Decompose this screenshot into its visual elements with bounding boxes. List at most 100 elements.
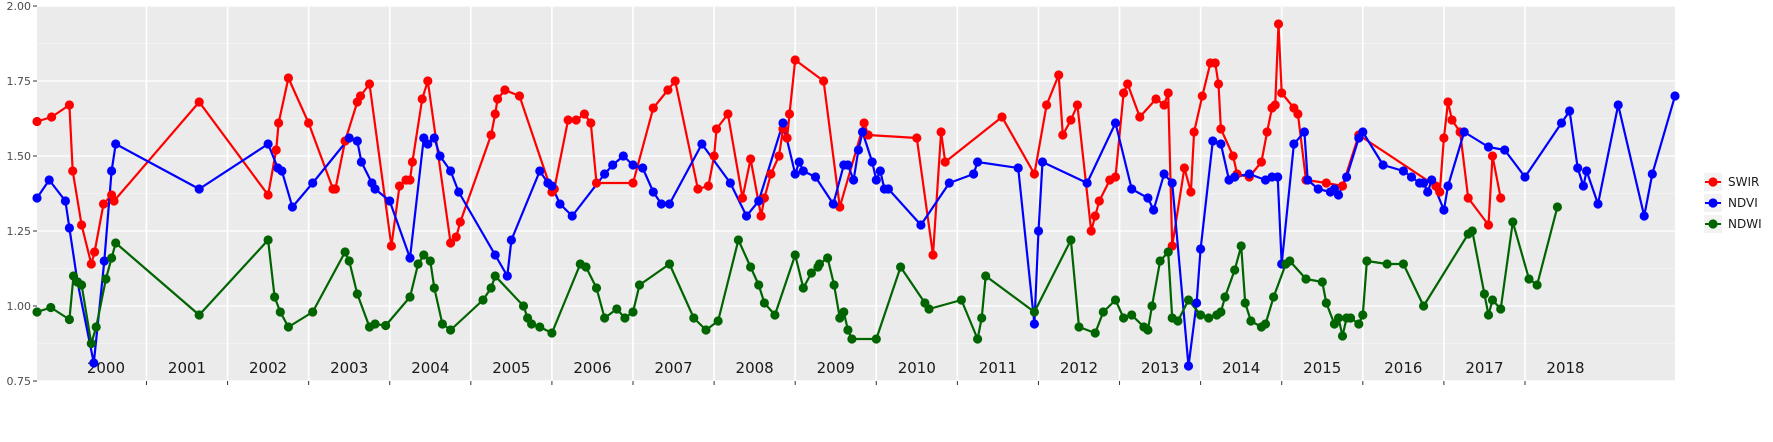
data-point-ndvi	[1459, 127, 1469, 137]
data-point-ndwi	[425, 256, 435, 266]
data-point-ndwi	[64, 314, 74, 325]
year-label: 2005	[492, 359, 530, 377]
data-point-ndvi	[194, 184, 204, 194]
data-point-ndwi	[634, 280, 645, 290]
year-label: 2006	[573, 359, 611, 377]
data-point-ndvi	[1520, 172, 1530, 182]
data-point-swir	[1496, 193, 1506, 203]
data-point-ndvi	[1483, 142, 1494, 152]
data-point-swir	[746, 154, 756, 164]
data-point-swir	[1435, 187, 1445, 197]
data-point-swir	[766, 169, 776, 179]
data-point-swir	[940, 157, 950, 167]
legend-label-ndwi: NDWI	[1728, 217, 1762, 231]
data-point-ndvi	[1143, 193, 1153, 203]
data-point-ndvi	[1230, 172, 1240, 182]
data-point-swir	[1189, 127, 1199, 137]
data-point-swir	[1463, 193, 1473, 203]
year-label: 2003	[330, 359, 368, 377]
data-point-ndvi	[506, 235, 516, 245]
data-point-ndvi	[344, 133, 354, 143]
data-point-ndvi	[1443, 181, 1453, 191]
data-point-ndwi	[486, 283, 496, 293]
data-point-ndvi	[1313, 184, 1323, 194]
data-point-ndvi	[1342, 172, 1352, 182]
data-point-swir	[648, 103, 658, 113]
data-point-ndwi	[600, 313, 610, 323]
data-point-ndwi	[1467, 226, 1477, 236]
data-point-ndvi	[567, 211, 577, 221]
data-point-ndwi	[352, 289, 362, 299]
data-point-ndwi	[1321, 298, 1331, 308]
data-point-ndwi	[1552, 202, 1562, 212]
data-point-swir	[394, 181, 405, 191]
y-tick-label: 1.50	[7, 150, 32, 163]
data-point-ndwi	[437, 319, 447, 329]
data-point-swir	[446, 238, 456, 248]
data-point-swir	[68, 166, 78, 176]
data-point-ndwi	[701, 325, 711, 335]
data-point-swir	[586, 118, 596, 128]
data-point-ndvi	[60, 196, 70, 206]
data-point-ndwi	[1090, 328, 1100, 338]
data-point-ndwi	[1524, 274, 1534, 284]
data-point-swir	[1262, 127, 1272, 137]
data-point-ndwi	[759, 298, 770, 308]
data-point-swir	[1277, 88, 1287, 98]
data-point-ndwi	[591, 283, 602, 293]
data-point-ndvi	[1244, 169, 1254, 179]
data-point-ndwi	[370, 319, 380, 329]
data-point-ndwi	[91, 322, 101, 332]
year-label: 2008	[736, 359, 774, 377]
legend-key-point	[1708, 177, 1718, 187]
data-point-swir	[997, 112, 1007, 122]
data-point-ndvi	[871, 175, 881, 185]
data-point-ndwi	[308, 307, 318, 317]
data-point-ndwi	[1483, 310, 1494, 320]
data-point-swir	[790, 55, 800, 65]
year-label: 2002	[249, 359, 287, 377]
data-point-ndvi	[1573, 163, 1583, 173]
data-point-swir	[263, 190, 273, 200]
data-point-swir	[271, 145, 281, 155]
data-point-ndvi	[1033, 226, 1044, 236]
data-point-ndwi	[612, 304, 622, 314]
data-point-ndvi	[875, 166, 885, 176]
data-point-ndvi	[1378, 160, 1388, 170]
data-point-ndvi	[798, 166, 808, 176]
data-point-ndwi	[32, 307, 42, 317]
data-point-ndvi	[916, 220, 926, 230]
data-point-ndwi	[1337, 331, 1348, 341]
data-point-swir	[1042, 100, 1052, 110]
data-point-swir	[1210, 58, 1220, 68]
data-point-ndvi	[356, 157, 366, 167]
data-point-ndvi	[446, 166, 456, 176]
data-point-ndvi	[287, 202, 297, 212]
data-point-ndwi	[924, 304, 934, 314]
year-label: 2012	[1060, 359, 1098, 377]
data-point-ndvi	[263, 139, 273, 149]
data-point-ndvi	[1183, 361, 1194, 371]
data-point-ndvi	[1149, 205, 1159, 215]
data-point-ndvi	[1216, 139, 1226, 149]
data-point-ndvi	[1110, 118, 1121, 128]
data-point-swir	[451, 232, 461, 242]
grid-minor	[37, 43, 1675, 344]
year-label: 2011	[979, 359, 1017, 377]
data-point-ndvi	[790, 169, 800, 179]
data-point-ndvi	[1406, 172, 1417, 182]
data-point-ndwi	[1419, 301, 1429, 311]
data-point-ndvi	[648, 187, 658, 197]
data-point-ndvi	[435, 151, 445, 161]
data-point-ndvi	[1289, 139, 1299, 149]
data-point-swir	[1270, 100, 1280, 110]
legend-label-swir: SWIR	[1728, 175, 1759, 189]
data-point-ndvi	[867, 157, 877, 167]
data-point-ndvi	[1208, 136, 1218, 146]
data-point-ndvi	[1037, 157, 1048, 167]
data-point-ndwi	[77, 280, 87, 290]
data-point-swir	[1483, 220, 1494, 230]
year-label: 2013	[1141, 359, 1179, 377]
data-point-ndwi	[1317, 277, 1327, 287]
data-point-ndwi	[490, 271, 500, 281]
